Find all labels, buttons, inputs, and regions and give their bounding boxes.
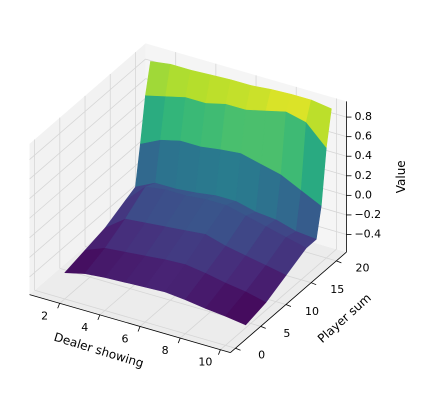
grid-line <box>29 137 146 239</box>
z-tick-label: 0.0 <box>354 188 372 201</box>
axis-line <box>29 294 231 353</box>
z-tick-label: −0.4 <box>354 228 381 241</box>
x-tick-label: 2 <box>41 309 48 322</box>
x-tick-label: 6 <box>121 333 128 346</box>
x-tick-label: 10 <box>198 356 212 369</box>
grid-line <box>220 248 337 350</box>
y-tick <box>311 282 317 286</box>
x-tick <box>218 349 221 355</box>
y-tick <box>260 325 266 329</box>
z-tick-label: 0.4 <box>354 149 372 162</box>
z-tick-label: 0.2 <box>354 169 372 182</box>
x-tick <box>137 326 141 332</box>
grid-line <box>29 97 146 199</box>
x-tick <box>57 303 61 309</box>
y-tick <box>235 347 241 351</box>
x-tick <box>97 314 101 321</box>
y-axis-label: Player sum <box>315 291 374 346</box>
surface-patch <box>305 99 332 148</box>
z-tick-label: 0.6 <box>354 130 372 143</box>
z-axis-label: Value <box>394 160 408 193</box>
y-tick <box>336 260 342 264</box>
surface-patch <box>225 291 267 326</box>
grid-line <box>29 176 146 278</box>
y-tick <box>285 304 292 307</box>
grid-line <box>34 289 236 349</box>
x-axis-label: Dealer showing <box>52 330 145 371</box>
grid-line <box>29 117 146 219</box>
grid-line <box>29 58 146 160</box>
x-tick <box>177 337 181 344</box>
z-tick-label: 0.8 <box>354 110 372 123</box>
axis-line <box>230 251 347 353</box>
z-tick-label: −0.2 <box>354 208 381 221</box>
y-tick-label: 10 <box>305 305 319 318</box>
x-tick-label: 4 <box>81 321 88 334</box>
y-tick-label: 5 <box>283 327 290 340</box>
y-tick-label: 20 <box>355 261 369 274</box>
grid-line <box>29 78 146 180</box>
grid-line <box>29 156 146 258</box>
x-tick-label: 8 <box>162 344 169 357</box>
y-tick-label: 15 <box>330 283 344 296</box>
y-tick-label: 0 <box>258 349 265 362</box>
